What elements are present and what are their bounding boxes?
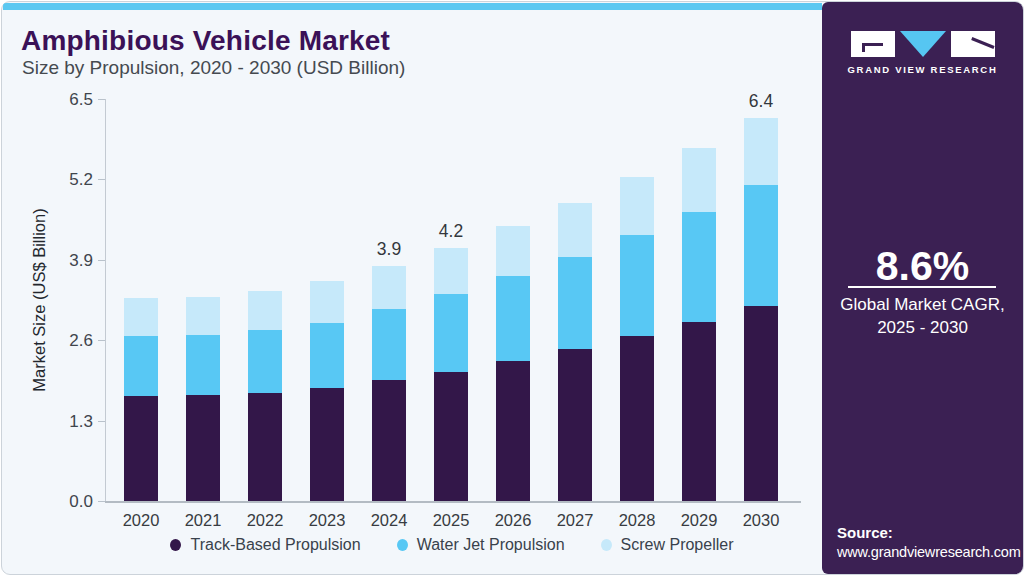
legend-item-screw-propeller: Screw Propeller [601, 536, 734, 554]
legend-dot [170, 539, 181, 551]
y-axis-title: Market Size (US$ Billion) [30, 208, 49, 391]
bar-segment-2027-screw-propeller [558, 203, 592, 257]
bar-segment-2027-water-jet-propulsion [558, 257, 592, 349]
x-tick-label: 2020 [110, 511, 172, 530]
bar-segment-2029-screw-propeller [682, 148, 716, 211]
bar-segment-2022-screw-propeller [248, 291, 282, 330]
logo-wordmark: GRAND VIEW RESEARCH [822, 64, 1023, 75]
chart-subtitle: Size by Propulsion, 2020 - 2030 (USD Bil… [22, 57, 405, 79]
bar-segment-2026-water-jet-propulsion [496, 276, 530, 361]
source-url: www.grandviewresearch.com [837, 544, 1021, 560]
y-tick-mark [98, 340, 105, 341]
bar-segment-2020-water-jet-propulsion [124, 336, 158, 397]
cagr-label: Global Market CAGR, 2025 - 2030 [822, 293, 1023, 339]
x-tick-label: 2023 [296, 511, 358, 530]
source-label: Source: [837, 524, 1021, 541]
bar-segment-2025-screw-propeller [434, 248, 468, 294]
bar-segment-2028-screw-propeller [620, 177, 654, 235]
y-axis-line [105, 99, 106, 502]
x-tick-label: 2029 [668, 511, 730, 530]
bar-segment-2023-screw-propeller [310, 281, 344, 322]
x-axis-line [105, 501, 801, 503]
legend-dot [397, 539, 408, 551]
bar-segment-2028-water-jet-propulsion [620, 235, 654, 336]
bar-segment-2024-screw-propeller [372, 266, 406, 309]
chart-title: Amphibious Vehicle Market [21, 25, 390, 57]
legend-label: Water Jet Propulsion [417, 536, 565, 554]
legend-item-track-based-propulsion: Track-Based Propulsion [170, 536, 360, 554]
y-tick-mark [98, 99, 105, 100]
bar-segment-2030-water-jet-propulsion [744, 185, 778, 306]
bar-segment-2023-track-based-propulsion [310, 388, 344, 501]
legend-label: Track-Based Propulsion [190, 536, 360, 554]
y-tick-label: 6.5 [40, 90, 93, 110]
bar-segment-2025-water-jet-propulsion [434, 294, 468, 371]
x-tick-label: 2022 [234, 511, 296, 530]
y-tick-label: 3.9 [40, 251, 93, 271]
bar-segment-2029-water-jet-propulsion [682, 212, 716, 322]
bar-segment-2020-screw-propeller [124, 298, 158, 336]
bar-segment-2022-track-based-propulsion [248, 393, 282, 501]
x-tick-label: 2030 [730, 511, 792, 530]
x-tick-label: 2021 [172, 511, 234, 530]
cagr-divider [848, 286, 996, 288]
bar-segment-2021-track-based-propulsion [186, 395, 220, 501]
bar-total-label-2030: 6.4 [731, 91, 791, 112]
y-tick-mark [98, 421, 105, 422]
x-tick-label: 2025 [420, 511, 482, 530]
y-tick-mark [98, 501, 105, 502]
legend-label: Screw Propeller [621, 536, 734, 554]
x-tick-label: 2024 [358, 511, 420, 530]
accent-topbar [3, 3, 822, 10]
page: Amphibious Vehicle Market Size by Propul… [0, 0, 1025, 576]
gvr-logo [822, 31, 1023, 57]
bar-segment-2024-track-based-propulsion [372, 380, 406, 501]
logo-r-icon [951, 31, 995, 57]
bar-segment-2030-track-based-propulsion [744, 306, 778, 501]
legend-item-water-jet-propulsion: Water Jet Propulsion [397, 536, 565, 554]
logo-v-icon [900, 31, 946, 57]
x-tick-label: 2028 [606, 511, 668, 530]
brand-panel: GRAND VIEW RESEARCH 8.6% Global Market C… [822, 2, 1023, 574]
x-tick-label: 2027 [544, 511, 606, 530]
bar-segment-2024-water-jet-propulsion [372, 309, 406, 380]
y-tick-label: 5.2 [40, 170, 93, 190]
bar-segment-2020-track-based-propulsion [124, 396, 158, 501]
bar-segment-2028-track-based-propulsion [620, 336, 654, 501]
bar-segment-2025-track-based-propulsion [434, 372, 468, 501]
bar-segment-2022-water-jet-propulsion [248, 330, 282, 393]
bar-segment-2027-track-based-propulsion [558, 349, 592, 501]
bar-segment-2030-screw-propeller [744, 118, 778, 185]
cagr-value: 8.6% [822, 243, 1023, 290]
y-tick-mark [98, 179, 105, 180]
legend-dot [601, 539, 612, 551]
bar-segment-2021-water-jet-propulsion [186, 335, 220, 396]
y-tick-label: 2.6 [40, 331, 93, 351]
bar-segment-2021-screw-propeller [186, 297, 220, 335]
y-tick-label: 1.3 [40, 412, 93, 432]
y-tick-mark [98, 260, 105, 261]
bar-total-label-2024: 3.9 [359, 239, 419, 260]
bar-total-label-2025: 4.2 [421, 221, 481, 242]
legend: Track-Based Propulsion Water Jet Propulsi… [42, 536, 862, 554]
bar-segment-2026-screw-propeller [496, 226, 530, 276]
y-tick-label: 0.0 [40, 492, 93, 512]
bar-segment-2023-water-jet-propulsion [310, 323, 344, 389]
bar-segment-2026-track-based-propulsion [496, 361, 530, 501]
x-tick-label: 2026 [482, 511, 544, 530]
source-block: Source: www.grandviewresearch.com [837, 524, 1021, 560]
bar-segment-2029-track-based-propulsion [682, 322, 716, 501]
logo-g-icon [851, 31, 895, 57]
